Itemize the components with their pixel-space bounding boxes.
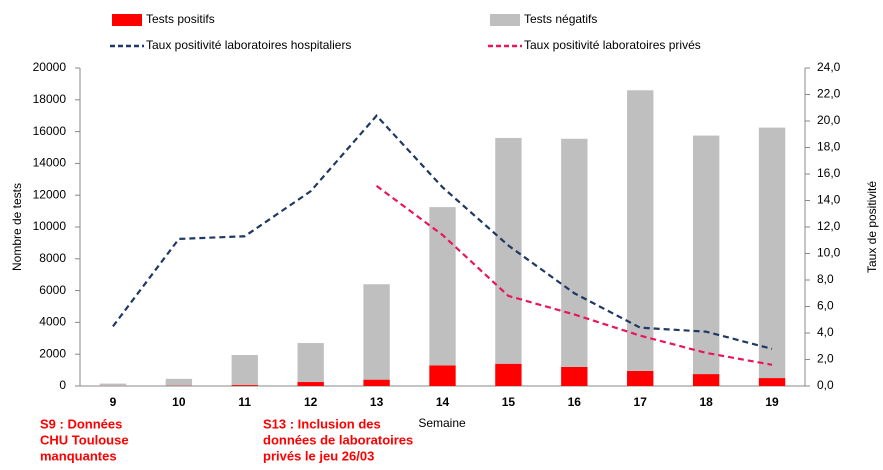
y2-tick-label: 8,0 <box>817 272 834 286</box>
bar <box>165 378 193 386</box>
y-tick-label: 16000 <box>33 124 67 138</box>
x-tick-label: 10 <box>172 395 186 409</box>
bar <box>692 135 720 375</box>
bar <box>231 385 258 386</box>
bar <box>495 137 522 364</box>
legend-label: Taux positivité laboratoires privés <box>524 38 701 52</box>
line <box>112 114 773 350</box>
bar <box>297 343 324 383</box>
bar <box>561 138 588 367</box>
line <box>375 185 773 366</box>
bar <box>99 383 127 386</box>
y-tick-label: 4000 <box>39 315 66 329</box>
bar <box>363 379 390 386</box>
bar <box>758 378 786 386</box>
annotation: privés le jeu 26/03 <box>263 448 374 463</box>
bar <box>627 370 654 386</box>
y2-tick-label: 2,0 <box>817 352 834 366</box>
annotation: S9 : Données <box>40 416 122 431</box>
y-tick-label: 6000 <box>39 283 66 297</box>
y-tick-label: 18000 <box>33 92 67 106</box>
x-tick-label: 12 <box>304 395 318 409</box>
annotation: S13 : Inclusion des <box>263 416 381 431</box>
bar <box>627 90 654 371</box>
y2-tick-label: 18,0 <box>817 140 841 154</box>
y-tick-label: 12000 <box>33 187 67 201</box>
legend-swatch <box>490 14 520 26</box>
bar <box>231 354 258 386</box>
bar <box>758 127 786 379</box>
y2-tick-label: 10,0 <box>817 246 841 260</box>
x-tick-label: 19 <box>765 395 779 409</box>
y-tick-label: 8000 <box>39 251 66 265</box>
legend-label: Taux positivité laboratoires hospitalier… <box>146 38 351 52</box>
y2-axis-label: Taux de positivité <box>865 181 879 273</box>
annotation: manquantes <box>40 448 117 463</box>
bar <box>692 374 720 386</box>
y2-tick-label: 16,0 <box>817 166 841 180</box>
x-tick-label: 17 <box>634 395 648 409</box>
annotation: données de laboratoires <box>263 432 413 447</box>
legend-label: Tests négatifs <box>524 12 597 26</box>
y2-tick-label: 14,0 <box>817 193 841 207</box>
x-tick-label: 14 <box>436 395 450 409</box>
y-tick-label: 14000 <box>33 156 67 170</box>
x-tick-label: 13 <box>370 395 384 409</box>
y2-tick-label: 22,0 <box>817 87 841 101</box>
x-axis-label: Semaine <box>418 416 466 430</box>
y2-tick-label: 24,0 <box>817 60 841 74</box>
x-tick-label: 11 <box>238 395 251 409</box>
y-tick-label: 10000 <box>33 219 67 233</box>
bar <box>429 207 456 366</box>
y-axis-label: Nombre de tests <box>10 183 24 271</box>
annotation: CHU Toulouse <box>40 432 129 447</box>
y2-tick-label: 6,0 <box>817 299 834 313</box>
y2-tick-label: 12,0 <box>817 219 841 233</box>
y-tick-label: 20000 <box>33 60 67 74</box>
y2-tick-label: 20,0 <box>817 113 841 127</box>
legend-swatch <box>112 14 142 26</box>
y-tick-label: 0 <box>59 378 66 392</box>
bar <box>429 365 456 386</box>
x-tick-label: 15 <box>502 395 516 409</box>
y-tick-label: 2000 <box>39 346 66 360</box>
bar <box>363 284 390 380</box>
legend-label: Tests positifs <box>146 12 215 26</box>
bar <box>297 382 324 386</box>
y2-tick-label: 4,0 <box>817 325 834 339</box>
x-tick-label: 16 <box>568 395 582 409</box>
x-tick-label: 18 <box>699 395 713 409</box>
bar <box>495 363 522 386</box>
bar <box>561 366 588 386</box>
y2-tick-label: 0,0 <box>817 378 834 392</box>
x-tick-label: 9 <box>110 395 117 409</box>
